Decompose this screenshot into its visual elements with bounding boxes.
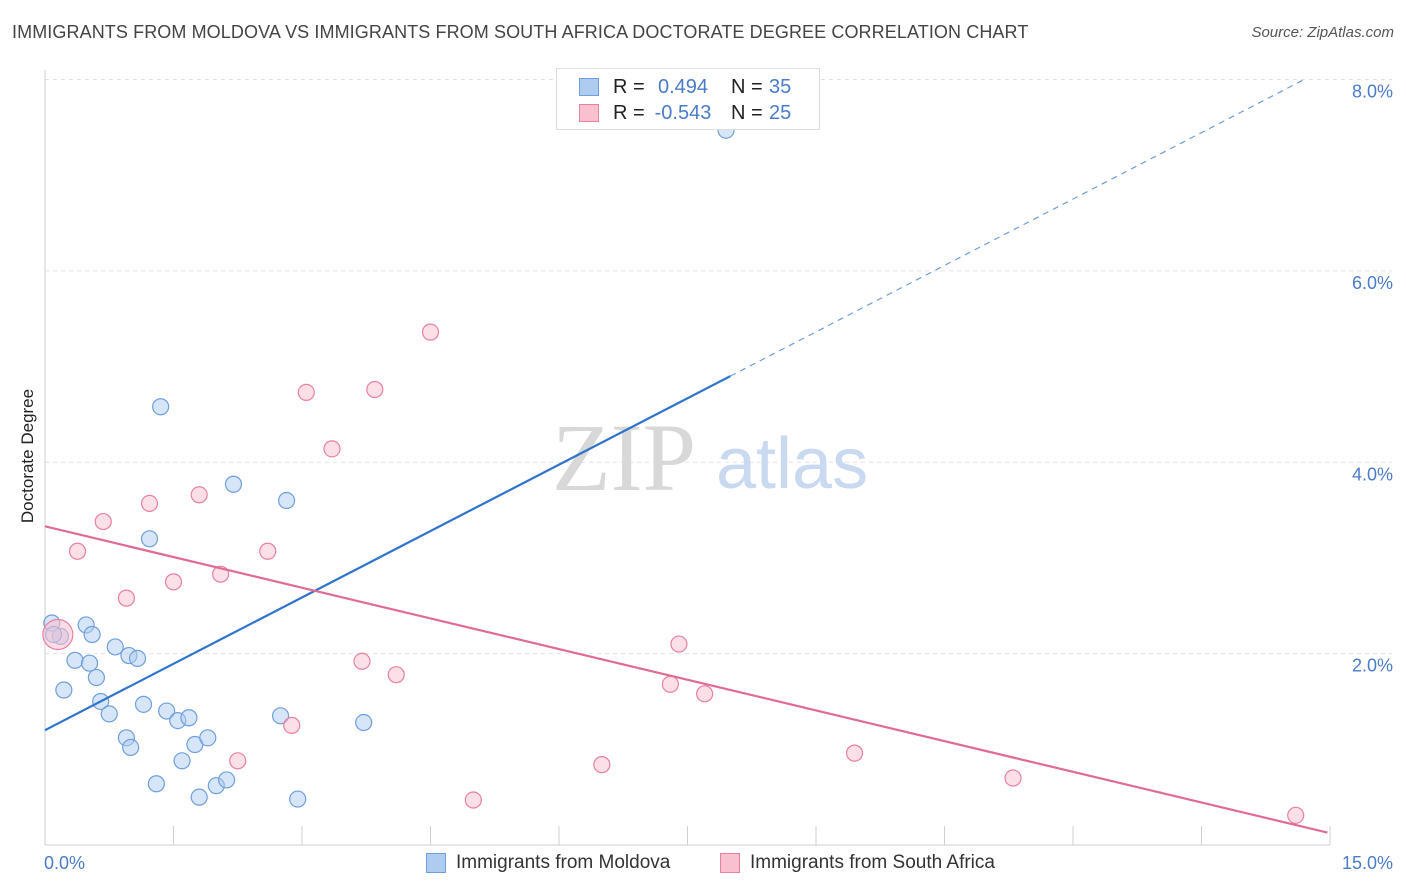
data-point <box>164 573 183 591</box>
data-point <box>106 638 124 656</box>
grid-lines <box>45 79 1392 655</box>
data-point <box>147 775 165 793</box>
correlation-legend: R = 0.494 N = 35 R = -0.543 N = 25 <box>556 68 820 130</box>
r-value: -0.543 <box>654 101 712 124</box>
n-value: 35 <box>769 75 792 98</box>
x-tick-label: 15.0% <box>1342 853 1393 873</box>
n-label: N = <box>731 101 763 124</box>
data-points <box>42 121 1305 824</box>
y-axis-title: Doctorate Degree <box>18 389 37 523</box>
data-point <box>224 475 243 493</box>
r-value: 0.494 <box>657 75 709 98</box>
data-point <box>1287 806 1305 824</box>
data-point <box>1004 769 1022 787</box>
legend-swatch-moldova <box>426 853 446 873</box>
data-point <box>353 652 371 670</box>
y-tick-label: 6.0% <box>1352 273 1393 293</box>
data-point <box>94 512 112 531</box>
data-point <box>259 542 277 560</box>
legend-swatch-south-africa <box>579 104 599 122</box>
data-point <box>670 635 688 653</box>
data-point <box>323 440 341 458</box>
chart-title: IMMIGRANTS FROM MOLDOVA VS IMMIGRANTS FR… <box>12 22 1029 42</box>
legend-swatch-south-africa <box>720 853 740 873</box>
x-tick-labels: 0.0% 15.0% <box>44 853 1393 873</box>
data-point <box>464 791 482 809</box>
data-point <box>83 625 101 644</box>
legend-row-moldova: R = 0.494 N = 35 <box>579 75 791 99</box>
trend-lines <box>44 78 1328 834</box>
data-point <box>42 618 74 651</box>
data-point <box>117 589 135 607</box>
trend-line-moldova <box>44 375 731 732</box>
legend-label-moldova: Immigrants from Moldova <box>456 852 671 873</box>
data-point <box>128 649 147 668</box>
data-point <box>297 383 315 401</box>
data-point <box>845 744 864 762</box>
trend-line-south-africa <box>44 525 1328 834</box>
data-point <box>80 654 99 672</box>
data-point <box>387 666 405 684</box>
y-tick-label: 8.0% <box>1352 82 1393 102</box>
data-point <box>218 771 236 789</box>
data-point <box>180 709 198 727</box>
trend-extension-moldova <box>730 78 1305 377</box>
r-label: R = <box>613 75 645 98</box>
x-tick-label: 0.0% <box>44 853 85 873</box>
data-point <box>122 738 140 756</box>
data-point <box>289 790 307 808</box>
n-label: N = <box>731 75 763 98</box>
data-point <box>66 651 84 669</box>
watermark-atlas: atlas <box>716 424 868 504</box>
data-point <box>283 716 301 734</box>
data-point <box>271 707 290 725</box>
legend-item-moldova[interactable]: Immigrants from Moldova <box>426 852 670 874</box>
legend-item-south-africa[interactable]: Immigrants from South Africa <box>720 852 995 874</box>
watermark-zip: ZIP <box>552 404 696 511</box>
data-point <box>152 398 170 416</box>
watermark: ZIP atlas <box>552 404 868 511</box>
n-value: 25 <box>769 101 792 124</box>
source-label: Source: ZipAtlas.com <box>1251 24 1394 41</box>
data-point <box>355 713 373 732</box>
legend-label-south-africa: Immigrants from South Africa <box>750 852 995 873</box>
axes <box>44 70 1331 846</box>
data-point <box>661 675 679 693</box>
data-point <box>593 756 611 774</box>
y-tick-label: 2.0% <box>1352 656 1393 676</box>
series-legend: Immigrants from Moldova Immigrants from … <box>0 852 1406 878</box>
data-point <box>696 685 714 703</box>
legend-swatch-moldova <box>579 78 599 96</box>
data-point <box>199 729 217 747</box>
data-point <box>134 695 153 713</box>
data-point <box>68 542 87 560</box>
data-point <box>366 380 384 399</box>
data-point <box>100 705 118 723</box>
data-point <box>421 323 440 341</box>
data-point <box>158 702 176 720</box>
data-point <box>190 486 208 504</box>
data-point <box>87 668 106 687</box>
legend-row-south-africa: R = -0.543 N = 25 <box>579 101 791 125</box>
r-label: R = <box>613 101 645 124</box>
data-point <box>190 788 208 806</box>
y-tick-label: 4.0% <box>1352 464 1393 484</box>
y-tick-labels: 2.0% 4.0% 6.0% 8.0% <box>1352 82 1393 676</box>
series-points-moldova <box>43 121 735 808</box>
data-point <box>140 530 159 548</box>
data-point <box>140 494 159 512</box>
data-point <box>229 752 247 770</box>
data-point <box>173 752 191 770</box>
data-point <box>277 491 296 510</box>
data-point <box>55 681 73 699</box>
series-points-south-africa <box>42 323 1305 824</box>
